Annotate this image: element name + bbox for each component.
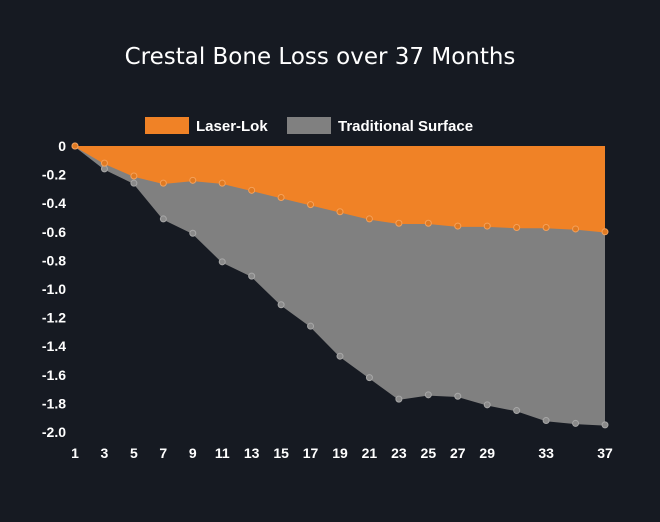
x-tick-label-33: 33 xyxy=(538,445,554,461)
point-traditional-surface-19 xyxy=(336,352,344,360)
legend-item-traditional-surface[interactable]: Traditional Surface xyxy=(287,117,473,135)
x-tick-label-25: 25 xyxy=(421,445,437,461)
point-laser-lok-35 xyxy=(572,225,580,233)
x-tick-label-7: 7 xyxy=(159,445,167,461)
legend-label-traditional-surface: Traditional Surface xyxy=(338,118,473,135)
point-traditional-surface-11 xyxy=(218,258,226,266)
y-tick-label-neg-0-2: -0.2 xyxy=(42,167,66,183)
point-laser-lok-25 xyxy=(424,219,432,227)
y-tick-label-neg-0-6: -0.6 xyxy=(42,224,66,240)
y-tick-label-neg-1-4: -1.4 xyxy=(42,338,66,354)
x-tick-label-13: 13 xyxy=(244,445,260,461)
x-tick-label-15: 15 xyxy=(273,445,289,461)
y-tick-label-neg-2-0: -2.0 xyxy=(42,424,66,440)
point-laser-lok-5 xyxy=(130,172,138,180)
area-laser-lok xyxy=(75,146,605,232)
y-tick-label-neg-1-8: -1.8 xyxy=(42,395,66,411)
x-tick-label-11: 11 xyxy=(215,445,230,461)
point-traditional-surface-35 xyxy=(572,419,580,427)
point-traditional-surface-31 xyxy=(513,407,521,415)
point-laser-lok-9 xyxy=(189,176,197,184)
point-laser-lok-29 xyxy=(483,222,491,230)
y-tick-label-neg-1-0: -1.0 xyxy=(42,281,66,297)
point-laser-lok-13 xyxy=(248,186,256,194)
point-laser-lok-7 xyxy=(159,179,167,187)
x-tick-label-27: 27 xyxy=(450,445,466,461)
point-laser-lok-17 xyxy=(307,201,315,209)
plot-area xyxy=(71,142,609,429)
legend-item-laser-lok[interactable]: Laser-Lok xyxy=(145,117,268,135)
legend[interactable]: Laser-Lok Traditional Surface xyxy=(145,117,473,135)
point-traditional-surface-21 xyxy=(365,374,373,382)
x-tick-label-17: 17 xyxy=(303,445,319,461)
point-traditional-surface-5 xyxy=(130,179,138,187)
point-traditional-surface-23 xyxy=(395,395,403,403)
y-tick-label-neg-1-6: -1.6 xyxy=(42,367,66,383)
x-tick-label-37: 37 xyxy=(597,445,613,461)
legend-swatch-laser-lok xyxy=(145,117,189,134)
point-laser-lok-27 xyxy=(454,222,462,230)
point-traditional-surface-33 xyxy=(542,417,550,425)
y-tick-label-neg-0-8: -0.8 xyxy=(42,252,66,268)
x-tick-label-19: 19 xyxy=(332,445,348,461)
x-tick-label-3: 3 xyxy=(101,445,109,461)
y-axis: 0 -0.2 -0.4 -0.6 -0.8 -1.0 -1.2 -1.4 -1.6 -1.8 -2.… xyxy=(42,138,66,440)
x-tick-label-5: 5 xyxy=(130,445,138,461)
point-laser-lok-15 xyxy=(277,193,285,201)
point-laser-lok-1 xyxy=(71,142,79,150)
y-tick-label-neg-0-4: -0.4 xyxy=(42,195,66,211)
point-laser-lok-21 xyxy=(365,215,373,223)
point-traditional-surface-9 xyxy=(189,229,197,237)
y-tick-label-neg-1-2: -1.2 xyxy=(42,310,66,326)
point-laser-lok-37 xyxy=(601,228,609,236)
point-traditional-surface-17 xyxy=(307,322,315,330)
point-traditional-surface-29 xyxy=(483,401,491,409)
x-axis: 1 3 5 7 9 11 13 15 17 19 21 23 25 27 29 33 37 xyxy=(71,445,613,461)
legend-label-laser-lok: Laser-Lok xyxy=(196,118,268,135)
point-laser-lok-31 xyxy=(513,224,521,232)
point-traditional-surface-37 xyxy=(601,421,609,429)
x-tick-label-9: 9 xyxy=(189,445,197,461)
point-traditional-surface-27 xyxy=(454,392,462,400)
point-laser-lok-11 xyxy=(218,179,226,187)
point-traditional-surface-15 xyxy=(277,301,285,309)
point-traditional-surface-3 xyxy=(100,165,108,173)
point-laser-lok-33 xyxy=(542,224,550,232)
point-laser-lok-3 xyxy=(100,159,108,167)
x-tick-label-23: 23 xyxy=(391,445,407,461)
x-tick-label-21: 21 xyxy=(362,445,378,461)
x-tick-label-1: 1 xyxy=(71,445,79,461)
legend-swatch-traditional-surface xyxy=(287,117,331,134)
point-traditional-surface-25 xyxy=(424,391,432,399)
point-traditional-surface-7 xyxy=(159,215,167,223)
point-laser-lok-19 xyxy=(336,208,344,216)
chart-title: Crestal Bone Loss over 37 Months xyxy=(125,44,516,70)
point-traditional-surface-13 xyxy=(248,272,256,280)
y-tick-label-0: 0 xyxy=(58,138,66,154)
x-tick-label-29: 29 xyxy=(479,445,495,461)
point-laser-lok-23 xyxy=(395,219,403,227)
